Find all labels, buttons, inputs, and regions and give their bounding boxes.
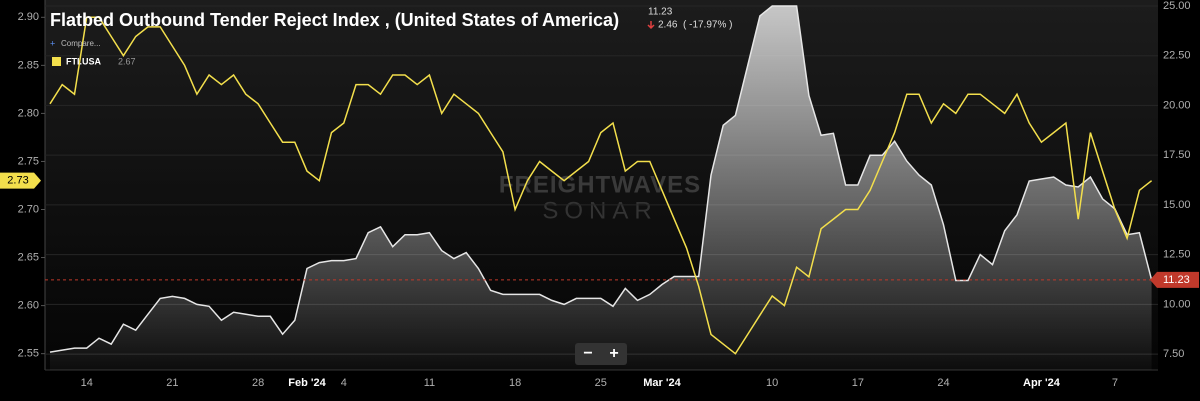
legend-label: FTI.USA <box>66 56 101 66</box>
x-tick-label: 11 <box>424 377 435 389</box>
legend-swatch <box>52 57 61 66</box>
x-tick-label: Apr '24 <box>1023 377 1061 389</box>
compare-plus[interactable]: + <box>50 38 55 48</box>
last-value-badge <box>1150 271 1199 288</box>
zoom-out[interactable]: − <box>583 345 592 362</box>
x-tick-label: 14 <box>81 377 93 389</box>
last-value-label: 2.73 <box>7 175 28 187</box>
y2-tick-label: 15.00 <box>1163 199 1191 211</box>
y2-tick-label: 25.00 <box>1163 0 1191 12</box>
y2-tick-label: 7.50 <box>1163 348 1184 360</box>
compare-link[interactable]: Compare... <box>61 39 101 48</box>
legend-value: 2.67 <box>118 56 136 66</box>
y-tick-label: 2.80 <box>18 107 39 119</box>
header-change-pct: ( -17.97% ) <box>683 20 732 31</box>
y2-tick-label: 17.50 <box>1163 149 1191 161</box>
y-tick-label: 2.55 <box>18 348 39 360</box>
watermark-brand: FREIGHTWAVES <box>499 171 701 198</box>
x-tick-label: 10 <box>766 377 778 389</box>
last-value-label: 11.23 <box>1163 274 1190 286</box>
x-tick-label: 21 <box>166 377 178 389</box>
x-tick-label: 18 <box>509 377 521 389</box>
y2-tick-label: 20.00 <box>1163 99 1191 111</box>
x-tick-label: 17 <box>852 377 864 389</box>
x-tick-label: Feb '24 <box>288 377 326 389</box>
y-tick-label: 2.65 <box>18 251 39 263</box>
header-value: 11.23 <box>648 7 673 18</box>
y-tick-label: 2.70 <box>18 203 39 215</box>
y-tick-label: 2.60 <box>18 300 39 312</box>
y2-tick-label: 10.00 <box>1163 298 1191 310</box>
watermark-product: SONAR <box>542 197 657 224</box>
x-tick-label: 4 <box>341 377 347 389</box>
line <box>49 5 1153 353</box>
last-value-badge <box>0 172 41 189</box>
x-tick-label: Mar '24 <box>643 377 681 389</box>
x-tick-label: 28 <box>252 377 264 389</box>
y-tick-label: 2.75 <box>18 155 39 167</box>
y2-tick-label: 12.50 <box>1163 249 1191 261</box>
header-change: 2.46 <box>658 20 678 31</box>
y-tick-label: 2.85 <box>18 59 39 71</box>
zoom-in[interactable]: + <box>609 345 618 362</box>
area <box>50 6 1152 370</box>
x-tick-label: 24 <box>937 377 949 389</box>
line <box>49 16 1153 355</box>
down-arrow <box>647 21 655 30</box>
y-tick-label: 2.90 <box>18 11 39 23</box>
plot <box>41 5 1158 370</box>
x-tick-label: 25 <box>595 377 607 389</box>
x-tick-label: 7 <box>1112 377 1118 389</box>
chart-title: Flatbed Outbound Tender Reject Index , (… <box>50 10 619 30</box>
zoom-control <box>575 343 627 365</box>
y2-tick-label: 22.50 <box>1163 50 1191 62</box>
